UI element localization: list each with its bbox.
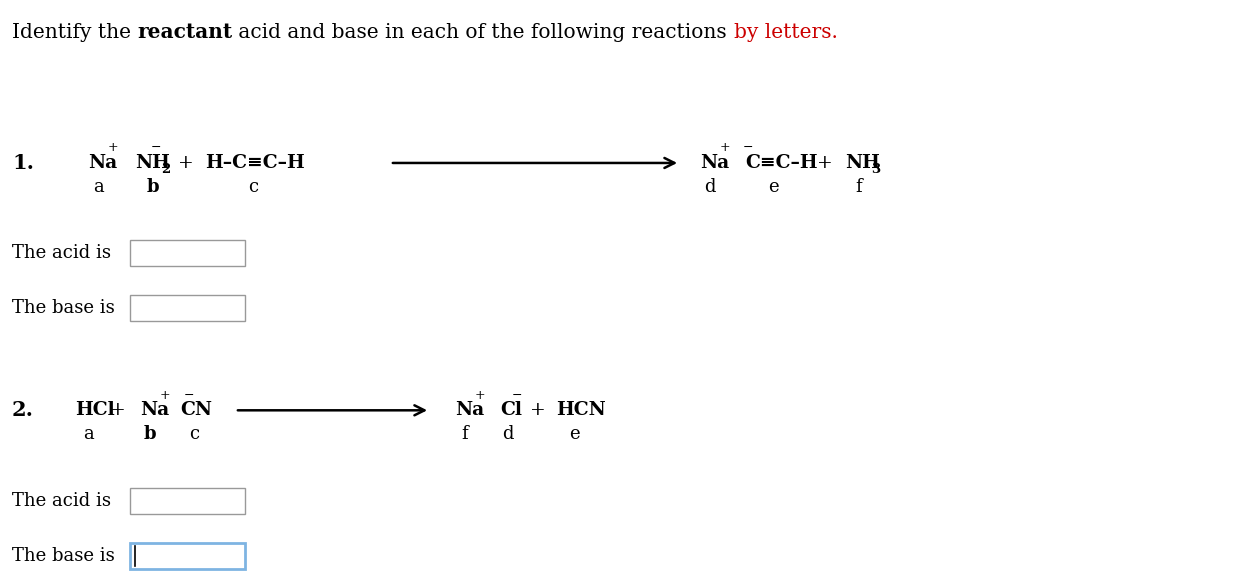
Text: b: b	[147, 178, 159, 196]
Text: a: a	[83, 425, 95, 443]
Text: The acid is: The acid is	[12, 244, 111, 262]
Text: reactant: reactant	[137, 22, 233, 42]
Text: NH: NH	[845, 154, 880, 172]
Text: HCN: HCN	[556, 402, 606, 419]
Text: CN: CN	[179, 402, 212, 419]
Text: Na: Na	[88, 154, 117, 172]
Text: +: +	[110, 402, 126, 419]
Text: d: d	[704, 178, 715, 196]
Bar	[130, 543, 245, 569]
Text: c: c	[189, 425, 199, 443]
Text: b: b	[143, 425, 156, 443]
Text: −: −	[151, 141, 162, 154]
Text: +: +	[817, 154, 832, 172]
Text: acid and base in each of the following reactions: acid and base in each of the following r…	[233, 23, 734, 41]
Text: +: +	[530, 402, 546, 419]
Text: The base is: The base is	[12, 547, 115, 565]
Text: +: +	[475, 389, 486, 402]
Text: Na: Na	[455, 402, 485, 419]
Text: e: e	[568, 425, 579, 443]
Text: −: −	[184, 389, 194, 402]
Text: Identify the: Identify the	[12, 23, 137, 41]
Text: +: +	[178, 154, 194, 172]
Text: −: −	[512, 389, 522, 402]
Text: 3: 3	[871, 164, 880, 176]
Text: by letters.: by letters.	[734, 23, 837, 41]
Text: +: +	[159, 389, 171, 402]
Text: HCl: HCl	[75, 402, 115, 419]
Text: The acid is: The acid is	[12, 492, 111, 509]
Text: Na: Na	[700, 154, 729, 172]
Text: +: +	[108, 141, 118, 154]
Text: H–C≡C–H: H–C≡C–H	[206, 154, 305, 172]
Text: f: f	[856, 178, 862, 196]
Bar	[130, 296, 245, 321]
Text: C≡C–H: C≡C–H	[745, 154, 817, 172]
Text: Cl: Cl	[500, 402, 522, 419]
Text: +: +	[720, 141, 730, 154]
Text: NH: NH	[135, 154, 169, 172]
Text: 1.: 1.	[12, 153, 34, 173]
Text: Na: Na	[140, 402, 169, 419]
Bar	[130, 240, 245, 266]
Bar	[130, 488, 245, 513]
Text: a: a	[92, 178, 103, 196]
Text: −: −	[743, 141, 754, 154]
Text: d: d	[502, 425, 513, 443]
Text: The base is: The base is	[12, 300, 115, 317]
Text: f: f	[462, 425, 468, 443]
Text: 2: 2	[161, 164, 171, 176]
Text: 2.: 2.	[12, 400, 34, 420]
Text: c: c	[248, 178, 258, 196]
Text: e: e	[768, 178, 779, 196]
